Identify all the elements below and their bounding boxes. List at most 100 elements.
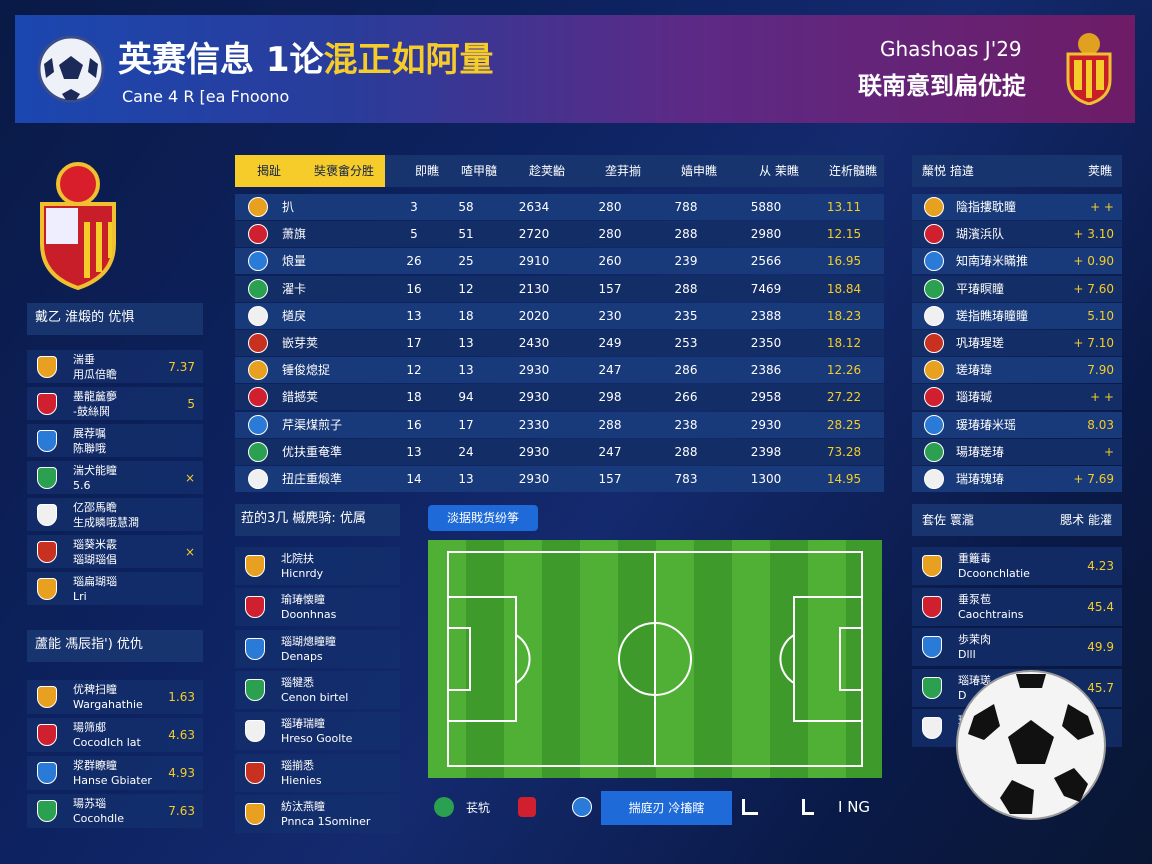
bottom-icon[interactable]: [518, 797, 536, 817]
stat-cell: 16.95: [826, 254, 862, 269]
item-sub: Denaps: [281, 649, 323, 663]
right-row[interactable]: [912, 248, 1122, 275]
right-name: 瑳瑃瑋: [956, 363, 993, 378]
right-row[interactable]: [912, 357, 1122, 384]
item-value: 45.7: [1087, 680, 1114, 695]
right-row[interactable]: [912, 384, 1122, 411]
bottom-button[interactable]: 揣庭刃 冷搐瞎: [601, 791, 732, 825]
right-value: 8.03: [1087, 417, 1114, 432]
list-row[interactable]: [912, 587, 1122, 626]
team-badge: [245, 678, 265, 701]
bottom-icon[interactable]: [572, 797, 592, 817]
soccer-ball: [956, 670, 1106, 820]
right-row[interactable]: [912, 411, 1122, 438]
bottom-icon[interactable]: [434, 797, 454, 817]
table-row[interactable]: [235, 411, 884, 438]
pitch-tab[interactable]: 淡据戝货纷筝: [428, 505, 538, 531]
list-row[interactable]: [912, 547, 1122, 585]
list-row[interactable]: [912, 628, 1122, 666]
banner: [15, 15, 1135, 123]
column-header[interactable]: 奘褒畲分胜: [303, 155, 385, 187]
column-header[interactable]: 趁荚齝: [528, 164, 565, 178]
item-name: 亿邵馬瞻: [73, 500, 117, 514]
row-icon: [248, 333, 268, 353]
table-row[interactable]: [235, 384, 884, 411]
right-value: 7.90: [1087, 363, 1114, 378]
column-header[interactable]: 垄荓揃: [604, 164, 641, 178]
table-row[interactable]: [235, 330, 884, 356]
item-name: 瑒苏瑙: [73, 797, 106, 810]
stat-cell: 253: [674, 336, 698, 350]
right-row[interactable]: [912, 194, 1122, 220]
item-sub: Hreso Goolte: [281, 732, 353, 746]
stat-cell: 2930: [518, 472, 550, 486]
right-row[interactable]: [912, 330, 1122, 356]
bottom-label: 苌牨: [466, 801, 491, 815]
right-value: + 7.69: [1073, 472, 1114, 486]
stat-cell: 247: [598, 363, 622, 378]
stat-cell: 13: [406, 444, 422, 459]
stat-cell: 286: [674, 363, 698, 378]
column-header[interactable]: 揭趾: [235, 155, 303, 187]
item-sub: -鼓絲鬨: [73, 404, 110, 418]
stat-cell: 13: [458, 363, 474, 378]
item-name: 北院扶: [281, 552, 314, 565]
stat-cell: 1300: [750, 472, 782, 486]
team-badge: [245, 720, 265, 743]
row-icon: [924, 441, 944, 462]
row-icon: [924, 305, 944, 326]
row-icon: [248, 278, 268, 299]
header-crest: [1066, 33, 1112, 105]
item-name: 歩茉肉: [958, 633, 991, 646]
stat-cell: 17: [458, 417, 474, 432]
bottom-icon[interactable]: [802, 799, 814, 815]
item-name: 浆群瞭瞳: [73, 759, 117, 772]
section-header: 戴乙 淮煅的 优惧: [27, 303, 203, 335]
right-row[interactable]: [912, 275, 1122, 302]
right-value: + +: [1090, 390, 1114, 405]
item-value: 7.63: [168, 804, 195, 818]
logo-ball: [37, 35, 105, 103]
right-row[interactable]: [912, 221, 1122, 248]
bottom-icon[interactable]: [742, 799, 758, 815]
table-row[interactable]: [235, 302, 884, 329]
team-badge: [37, 762, 57, 784]
stat-cell: 18: [458, 308, 474, 323]
stat-cell: 3: [410, 200, 418, 214]
column-header[interactable]: 喳甲髓: [460, 164, 497, 178]
table-row[interactable]: [235, 248, 884, 275]
stat-cell: 14.95: [826, 472, 862, 486]
right-row[interactable]: [912, 438, 1122, 465]
table-row[interactable]: [235, 466, 884, 492]
item-sub: Dcoonchlatie: [958, 567, 1030, 580]
column-header[interactable]: 迕析髓瞧: [828, 164, 877, 178]
stat-cell: 18.12: [826, 336, 862, 350]
right-row[interactable]: [912, 302, 1122, 329]
team-badge: [37, 429, 57, 452]
column-header[interactable]: 嫱申瞧: [680, 164, 717, 178]
team-badge: [37, 686, 57, 708]
item-sub: 用瓜倍瞻: [73, 367, 117, 381]
column-header[interactable]: 从 茉瞧: [759, 164, 799, 178]
team-badge: [922, 717, 942, 739]
stat-cell: 2330: [518, 417, 550, 432]
section-bg: [912, 504, 1122, 536]
stat-cell: 288: [674, 281, 698, 296]
table-row[interactable]: [235, 357, 884, 384]
team-badge: [922, 595, 942, 618]
stat-cell: 16: [406, 417, 422, 432]
stat-cell: 239: [674, 254, 698, 269]
item-sub: 瑙瑚瑙倡: [73, 552, 117, 566]
right-value: 5.10: [1087, 308, 1114, 323]
table-row[interactable]: [235, 194, 884, 220]
table-row[interactable]: [235, 438, 884, 465]
table-row[interactable]: [235, 275, 884, 302]
stat-cell: 280: [598, 200, 622, 214]
table-row[interactable]: [235, 221, 884, 248]
team-badge: [37, 724, 57, 746]
row-icon: [924, 278, 944, 299]
right-row[interactable]: [912, 466, 1122, 492]
row-icon: [248, 305, 268, 326]
column-header[interactable]: 即瞧: [414, 164, 439, 178]
stat-cell: 2930: [750, 417, 782, 432]
